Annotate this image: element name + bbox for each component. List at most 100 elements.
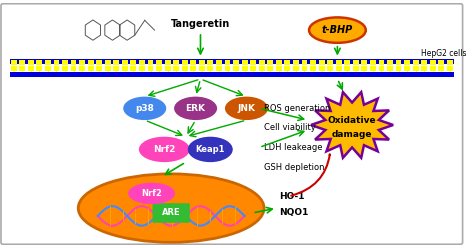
Bar	[28, 61, 34, 65]
Bar	[336, 61, 342, 65]
Bar	[421, 66, 427, 71]
Bar	[353, 66, 359, 71]
Bar	[130, 66, 137, 71]
Bar	[88, 61, 93, 65]
Bar	[96, 61, 102, 65]
Text: LDH leakeage: LDH leakeage	[264, 143, 322, 152]
Bar	[242, 61, 247, 65]
Bar	[71, 61, 76, 65]
Bar	[113, 61, 119, 65]
Bar	[147, 66, 154, 71]
Bar	[79, 61, 85, 65]
Bar	[430, 61, 436, 65]
Text: Oxidative: Oxidative	[328, 116, 376, 124]
Bar	[310, 66, 316, 71]
Bar	[173, 61, 179, 65]
Bar	[216, 66, 222, 71]
Bar	[79, 66, 85, 71]
Bar	[139, 61, 145, 65]
Text: Nrf2: Nrf2	[141, 189, 162, 198]
Bar	[370, 66, 376, 71]
Bar	[156, 66, 162, 71]
Bar	[105, 66, 111, 71]
Ellipse shape	[128, 183, 175, 204]
Bar	[301, 66, 308, 71]
Bar	[327, 61, 333, 65]
Ellipse shape	[188, 137, 233, 162]
Bar	[344, 61, 350, 65]
Bar	[293, 66, 299, 71]
Bar	[225, 61, 230, 65]
Bar	[130, 61, 137, 65]
Bar	[122, 66, 128, 71]
Bar	[396, 66, 401, 71]
Bar	[293, 61, 299, 65]
Bar	[387, 66, 393, 71]
Ellipse shape	[225, 97, 268, 120]
Bar	[11, 61, 17, 65]
Bar	[199, 66, 205, 71]
Bar	[421, 61, 427, 65]
Ellipse shape	[78, 174, 264, 242]
Ellipse shape	[309, 17, 366, 43]
Bar	[156, 61, 162, 65]
Bar	[164, 66, 171, 71]
Bar	[96, 66, 102, 71]
Text: p38: p38	[135, 104, 154, 113]
Bar	[10, 72, 454, 77]
Bar	[301, 61, 308, 65]
Bar	[242, 66, 247, 71]
Text: HO-1: HO-1	[279, 192, 304, 201]
Bar	[250, 61, 256, 65]
Ellipse shape	[123, 97, 166, 120]
Bar	[45, 66, 51, 71]
Bar	[173, 66, 179, 71]
Bar	[404, 66, 410, 71]
Bar	[62, 61, 68, 65]
Bar	[36, 61, 42, 65]
Bar	[430, 66, 436, 71]
Bar	[113, 66, 119, 71]
Bar	[276, 66, 282, 71]
Bar	[344, 66, 350, 71]
Bar	[310, 61, 316, 65]
Bar	[336, 66, 342, 71]
Bar	[413, 61, 419, 65]
Bar	[199, 61, 205, 65]
FancyBboxPatch shape	[153, 203, 190, 223]
Bar	[208, 61, 213, 65]
Bar	[10, 60, 454, 64]
Text: Nrf2: Nrf2	[153, 145, 175, 154]
Bar	[54, 66, 59, 71]
Text: GSH depletion: GSH depletion	[264, 162, 325, 172]
Text: ARE: ARE	[162, 209, 181, 217]
Bar	[19, 66, 25, 71]
Bar	[413, 66, 419, 71]
Bar	[216, 61, 222, 65]
Bar	[182, 66, 188, 71]
Bar	[284, 61, 290, 65]
Bar	[396, 61, 401, 65]
Bar	[208, 66, 213, 71]
Bar	[36, 66, 42, 71]
Bar	[267, 66, 273, 71]
Bar	[233, 66, 239, 71]
Text: Tangeretin: Tangeretin	[171, 19, 230, 29]
Bar	[438, 66, 444, 71]
Text: HepG2 cells: HepG2 cells	[420, 49, 466, 58]
Text: t-BHP: t-BHP	[322, 25, 353, 35]
Bar	[191, 66, 196, 71]
Bar	[62, 66, 68, 71]
Bar	[122, 61, 128, 65]
Text: JNK: JNK	[237, 104, 255, 113]
Polygon shape	[311, 92, 393, 158]
Bar	[225, 66, 230, 71]
Bar	[11, 66, 17, 71]
Bar	[147, 61, 154, 65]
Bar	[105, 61, 111, 65]
Bar	[387, 61, 393, 65]
Text: Keap1: Keap1	[195, 145, 225, 154]
Bar	[259, 61, 264, 65]
Bar	[319, 61, 325, 65]
Bar	[370, 61, 376, 65]
